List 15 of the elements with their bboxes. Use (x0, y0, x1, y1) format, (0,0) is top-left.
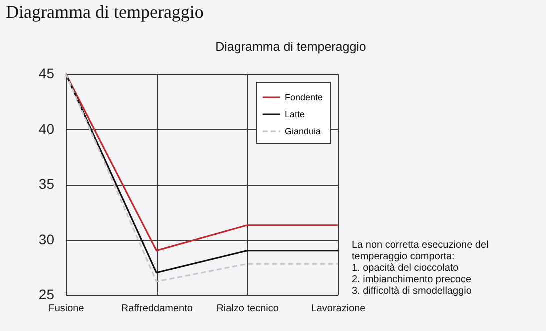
legend-label: Fondente (285, 92, 324, 102)
x-tick-label: Rialzo tecnico (216, 304, 280, 314)
y-tick-label: 40 (38, 120, 55, 137)
y-tick-label: 25 (38, 286, 55, 302)
chart-subtitle: Diagramma di temperaggio (216, 40, 366, 54)
y-tick-label: 30 (38, 231, 55, 248)
x-tick-label: Lavorazione (311, 304, 366, 314)
legend-label: Latte (285, 110, 306, 120)
y-tick-label: 35 (38, 176, 55, 192)
y-tick-label: 45 (38, 66, 55, 82)
chart-title: Diagramma di temperaggio (6, 2, 204, 22)
legend-label: Gianduia (285, 126, 322, 136)
x-tick-label: Raffreddamento (121, 304, 194, 314)
text: La non corretta esecuzione del temperaggio comporta: 1. opacità del cioccolato 2. imbianchimento precoce 3. difficoltà di smodellaggio (352, 240, 489, 297)
x-tick-label: Fusione (48, 304, 85, 314)
